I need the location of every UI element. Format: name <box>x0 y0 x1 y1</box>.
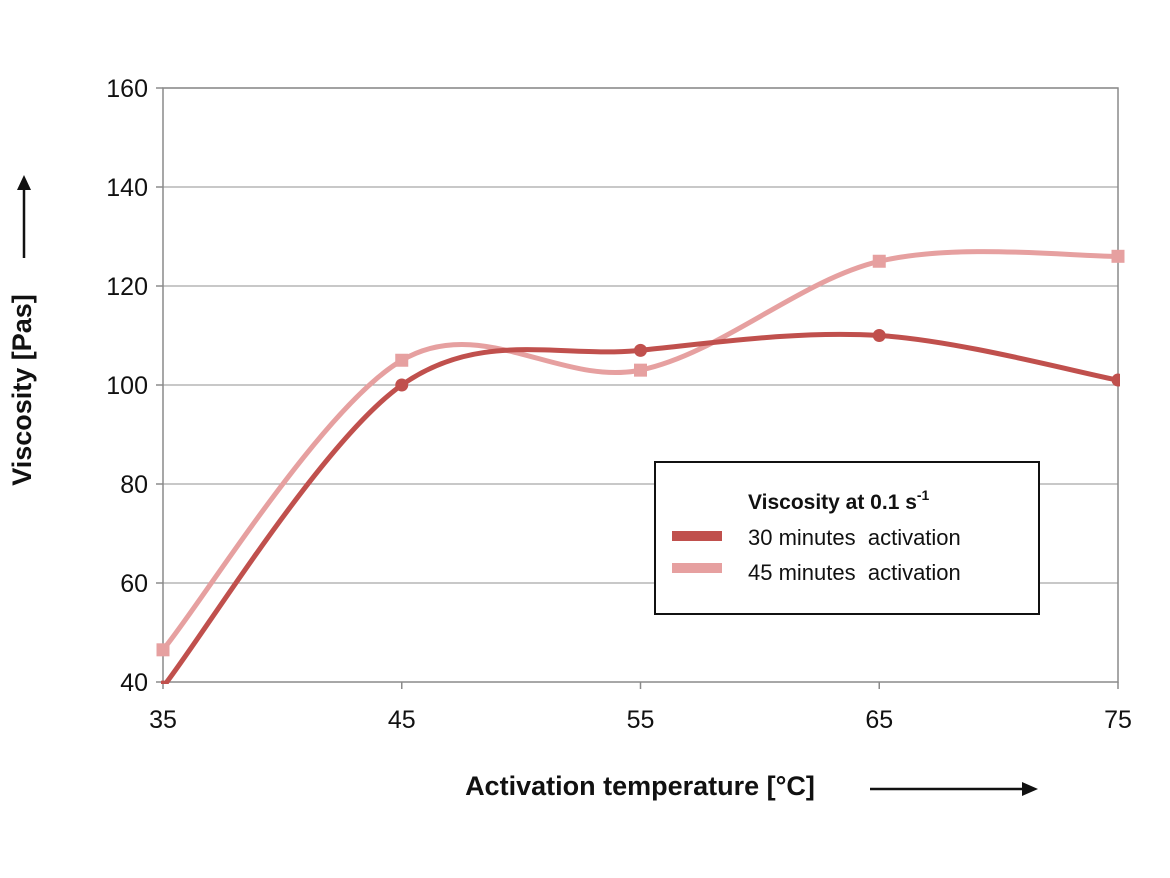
y-tick-label-140: 140 <box>106 174 148 202</box>
point-45-min-45 <box>395 353 409 367</box>
legend-label-30-min: 30 minutes activation <box>748 525 961 550</box>
series-line-45-min <box>161 249 1120 653</box>
point-30-min-45 <box>395 378 409 392</box>
point-45-min-75 <box>1111 249 1125 263</box>
series-line-30-min <box>162 331 1120 684</box>
y-axis-ticks: 40 60 80 100 120 140 160 <box>106 75 163 697</box>
x-tick-label-45: 45 <box>388 706 416 734</box>
point-30-min-55 <box>634 343 647 357</box>
legend-title-main: Viscosity at 0.1 s <box>748 491 917 514</box>
legend-title: Viscosity at 0.1 s-1 <box>748 487 930 514</box>
x-axis-arrow-head <box>1022 782 1038 796</box>
legend-title-superscript: -1 <box>917 487 930 503</box>
y-tick-label-120: 120 <box>106 273 148 301</box>
series-layer <box>156 249 1125 684</box>
y-tick-label-80: 80 <box>120 471 148 499</box>
x-tick-label-75: 75 <box>1104 706 1132 734</box>
point-45-min-65 <box>872 254 886 268</box>
point-45-min-35 <box>156 643 170 657</box>
point-30-min-75 <box>1111 373 1120 387</box>
y-tick-label-100: 100 <box>106 372 148 400</box>
y-axis-arrow-head <box>17 175 31 190</box>
y-tick-label-60: 60 <box>120 570 148 598</box>
x-axis-title: Activation temperature [°C] <box>465 771 815 801</box>
y-tick-label-40: 40 <box>120 669 148 697</box>
x-tick-label-65: 65 <box>865 706 893 734</box>
legend: Viscosity at 0.1 s-1 30 minutes activati… <box>654 461 1040 615</box>
x-tick-label-55: 55 <box>627 706 655 734</box>
y-tick-label-160: 160 <box>106 75 148 103</box>
x-tick-label-35: 35 <box>149 706 177 734</box>
point-30-min-35 <box>161 680 169 684</box>
x-axis-ticks: 35 45 55 65 75 <box>149 682 1132 734</box>
point-45-min-55 <box>634 363 647 377</box>
legend-label-45-min: 45 minutes activation <box>748 560 961 585</box>
y-axis-title: Viscosity [Pas] <box>7 294 37 486</box>
point-30-min-65 <box>872 329 886 342</box>
